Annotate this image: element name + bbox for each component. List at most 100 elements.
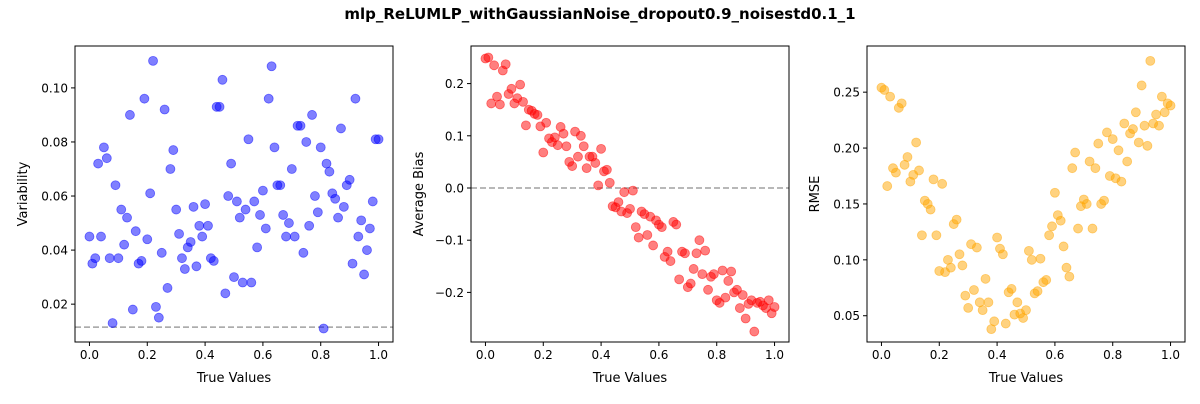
bias-point	[703, 284, 713, 295]
bias-x-tick-label: 0.4	[592, 348, 611, 362]
bias-point	[552, 140, 563, 151]
variability-point	[191, 261, 202, 272]
rmse-point	[1102, 127, 1112, 138]
variability-point	[333, 212, 343, 223]
variability-point	[364, 223, 375, 234]
variability-x-axis-label: True Values	[196, 371, 271, 386]
rmse-point	[882, 181, 893, 191]
variability-point	[330, 193, 341, 204]
rmse-point	[960, 290, 971, 301]
variability-point	[310, 191, 320, 201]
variability-point	[269, 142, 280, 153]
bias-point	[573, 151, 583, 162]
bias-x-tick-label: 0.8	[707, 348, 726, 362]
rmse-panel: 0.0 0.2 0.4 0.6 0.8 1.0 0.05 0.10 0.15 0.20 0.25 Tr…	[808, 45, 1186, 386]
variability-point	[298, 247, 309, 258]
variability-point	[266, 61, 277, 72]
bias-point	[538, 147, 549, 158]
variability-point	[338, 201, 349, 212]
rmse-point	[917, 230, 927, 241]
bias-y-tick-label: −0.1	[435, 234, 464, 248]
bias-point	[697, 269, 708, 280]
bias-point	[489, 60, 500, 71]
rmse-y-tick-label: 0.25	[833, 86, 860, 100]
variability-x-tick-label: 0.6	[253, 348, 272, 362]
bias-y-axis-label: Average Bias	[412, 151, 427, 236]
rmse-point	[937, 178, 948, 189]
variability-y-tick-label: 0.02	[41, 298, 68, 312]
bias-point	[694, 235, 705, 246]
bias-point	[561, 141, 572, 152]
variability-point	[324, 166, 335, 177]
variability-point	[223, 191, 234, 201]
variability-point	[258, 185, 268, 196]
rmse-axes-frame	[866, 45, 1186, 343]
rmse-point	[1058, 241, 1069, 252]
bias-point	[671, 219, 682, 230]
rmse-point	[1139, 120, 1150, 131]
bias-point	[700, 245, 711, 256]
variability-point	[289, 231, 300, 242]
variability-point	[344, 174, 355, 185]
variability-point	[99, 142, 109, 153]
bias-point	[518, 96, 528, 107]
bias-point	[532, 110, 543, 120]
rmse-point	[983, 297, 994, 308]
bias-point	[506, 83, 517, 94]
variability-point	[249, 196, 260, 207]
rmse-point	[1067, 163, 1078, 174]
rmse-point	[911, 137, 922, 148]
rmse-point	[1130, 107, 1141, 118]
rmse-x-tick-label: 0.6	[1045, 348, 1064, 362]
variability-point	[151, 301, 161, 312]
variability-point	[127, 304, 138, 315]
bias-panel: 0.0 0.2 0.4 0.6 0.8 1.0 −0.2 −0.1 0.0 0.1 0.2 True …	[412, 45, 790, 386]
bias-point	[688, 264, 699, 274]
variability-point	[255, 210, 265, 220]
bias-point	[717, 265, 728, 276]
rmse-point	[954, 249, 965, 260]
rmse-point	[977, 305, 988, 316]
rmse-point	[1116, 176, 1127, 187]
variability-point	[136, 256, 147, 266]
bias-point	[674, 274, 685, 285]
variability-point	[159, 104, 170, 115]
variability-point	[171, 204, 182, 215]
bias-x-tick-label: 0.0	[476, 348, 495, 362]
variability-point	[321, 158, 332, 169]
bias-point	[575, 130, 586, 141]
bias-x-tick-label: 0.6	[649, 348, 668, 362]
variability-point	[286, 164, 297, 174]
rmse-point	[1055, 215, 1066, 226]
rmse-point	[1090, 163, 1101, 174]
variability-point	[185, 237, 196, 247]
rmse-point	[1156, 91, 1167, 102]
rmse-point	[1000, 318, 1011, 329]
rmse-x-tick-label: 0.0	[872, 348, 891, 362]
variability-point	[229, 272, 239, 283]
variability-y-tick-label: 0.04	[41, 244, 68, 258]
variability-point	[237, 277, 248, 288]
variability-point	[367, 196, 378, 207]
bias-x-axis-label: True Values	[592, 371, 667, 386]
bias-x-tick-label: 0.2	[534, 348, 553, 362]
rmse-point	[896, 98, 907, 109]
variability-point	[174, 228, 184, 239]
bias-point	[581, 163, 592, 174]
variability-point	[240, 204, 251, 215]
bias-point	[708, 269, 719, 280]
bias-point	[627, 185, 638, 196]
variability-point	[217, 74, 228, 85]
variability-axes-frame	[74, 45, 394, 343]
variability-point	[234, 212, 245, 223]
variability-point	[246, 277, 257, 288]
rmse-point	[1073, 223, 1083, 234]
variability-point	[139, 93, 150, 104]
rmse-point	[997, 249, 1008, 260]
rmse-point	[1084, 156, 1095, 167]
variability-x-tick-label: 0.2	[138, 348, 157, 362]
rmse-y-axis-label: RMSE	[808, 176, 823, 213]
variability-point	[194, 220, 205, 231]
variability-point	[208, 256, 219, 266]
